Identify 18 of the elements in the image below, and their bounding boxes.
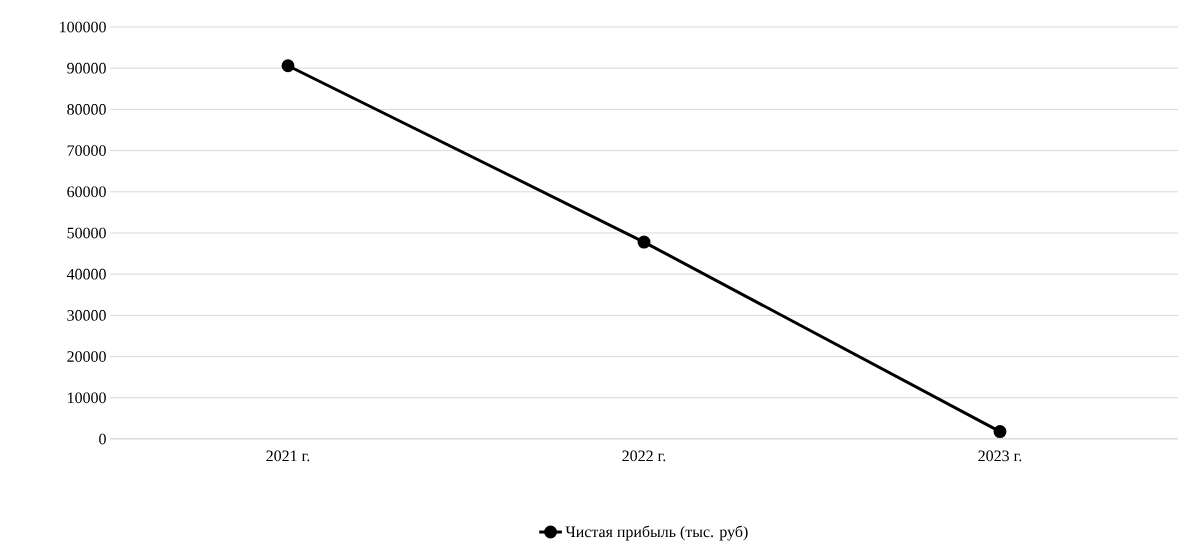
point: [281, 59, 295, 73]
y-tick-label: 20000: [67, 351, 106, 362]
y-tick-label: 100000: [60, 21, 106, 33]
point: [993, 425, 1007, 439]
y-tick-label: 60000: [67, 186, 106, 198]
x-tick-label: 2022 г.: [622, 450, 666, 462]
y-tick-label: 50000: [67, 227, 106, 239]
y-tick-label: 40000: [66, 268, 106, 280]
y-tick-label: 80000: [67, 104, 106, 115]
y-tick-label: 10000: [68, 392, 106, 404]
y-tick-label: 0: [99, 433, 106, 445]
y-tick-label: 70000: [67, 145, 106, 156]
legend-label: Чистая прибыль (тыс. руб): [565, 525, 748, 541]
x-tick-label: 2021 г.: [266, 450, 310, 462]
point: [637, 235, 651, 249]
x-tick-label: 2023 г.: [978, 450, 1022, 462]
y-tick-label: 30000: [67, 310, 106, 321]
y-tick-label: 90000: [67, 62, 106, 74]
